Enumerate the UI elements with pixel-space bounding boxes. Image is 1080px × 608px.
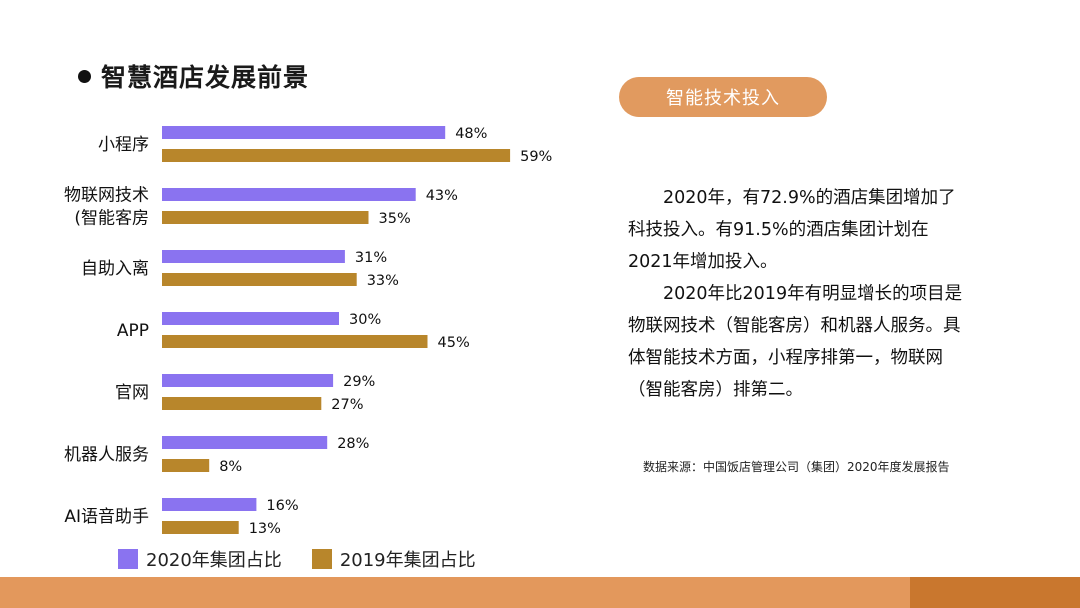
category-label: 机器人服务 [64, 445, 149, 465]
data-label: 45% [438, 335, 470, 351]
category-label: 物联网技术 [64, 186, 149, 206]
slide-title-text: 智慧酒店发展前景 [101, 63, 310, 92]
category-label: APP [117, 321, 149, 341]
bar-2019 [162, 335, 428, 348]
category-label: 自助入离 [81, 259, 149, 279]
data-source-note: 数据来源：中国饭店管理公司（集团）2020年度发展报告 [643, 460, 950, 474]
legend-item-2020: 2020年集团占比 [118, 546, 282, 572]
footer-bar [0, 577, 1080, 608]
summary-paragraph-1: 2020年，有72.9%的酒店集团增加了科技投入。有91.5%的酒店集团计划在2… [628, 188, 956, 272]
slide-title: 智慧酒店发展前景 [78, 58, 309, 94]
data-label: 13% [249, 521, 281, 537]
data-label: 43% [426, 188, 458, 204]
data-label: 8% [219, 459, 242, 475]
legend-label-2019: 2019年集团占比 [339, 550, 476, 571]
bar-2020 [162, 250, 345, 263]
data-label: 48% [455, 126, 487, 142]
section-pill-label: 智能技术投入 [666, 88, 780, 109]
data-label: 31% [355, 250, 387, 266]
category-label: 小程序 [98, 135, 149, 155]
bullet-icon [78, 69, 91, 83]
bar-2020 [162, 498, 257, 511]
data-label: 27% [331, 397, 363, 413]
bar-2020 [162, 374, 334, 387]
data-label: 30% [349, 312, 381, 328]
data-label: 35% [379, 211, 411, 227]
footer-bar-main [0, 577, 910, 608]
legend-label-2020: 2020年集团占比 [146, 550, 282, 571]
bar-2019 [162, 211, 369, 224]
legend-swatch-2019 [311, 549, 332, 569]
bar-2019 [162, 273, 357, 286]
category-label: AI语音助手 [64, 507, 149, 527]
bar-2020 [162, 312, 339, 325]
data-label: 28% [337, 436, 369, 452]
bar-chart: 小程序 48% 59% 物联网技术 (智能客房 43% 35% 自助入离 31% 33% APP 30… [64, 126, 552, 537]
bar-2020 [162, 126, 446, 139]
summary-paragraph-2: 2020年比2019年有明显增长的项目是物联网技术（智能客房）和机器人服务。具体… [628, 284, 963, 400]
data-label: 59% [520, 149, 552, 165]
category-label: (智能客房 [74, 209, 149, 229]
legend-swatch-2020 [118, 549, 138, 569]
section-pill: 智能技术投入 [619, 77, 827, 117]
bar-2019 [162, 397, 322, 410]
bar-2019 [162, 521, 239, 534]
chart-legend: 2020年集团占比 2019年集团占比 [118, 546, 476, 572]
footer-bar-side [910, 577, 1080, 608]
bar-2020 [162, 188, 416, 201]
bar-2020 [162, 436, 328, 449]
bar-2019 [162, 149, 511, 162]
data-label: 29% [343, 374, 375, 390]
category-label: 官网 [115, 383, 149, 403]
legend-item-2019: 2019年集团占比 [311, 546, 476, 572]
bar-2019 [162, 459, 210, 472]
data-label: 33% [367, 273, 399, 289]
data-label: 16% [266, 498, 298, 514]
